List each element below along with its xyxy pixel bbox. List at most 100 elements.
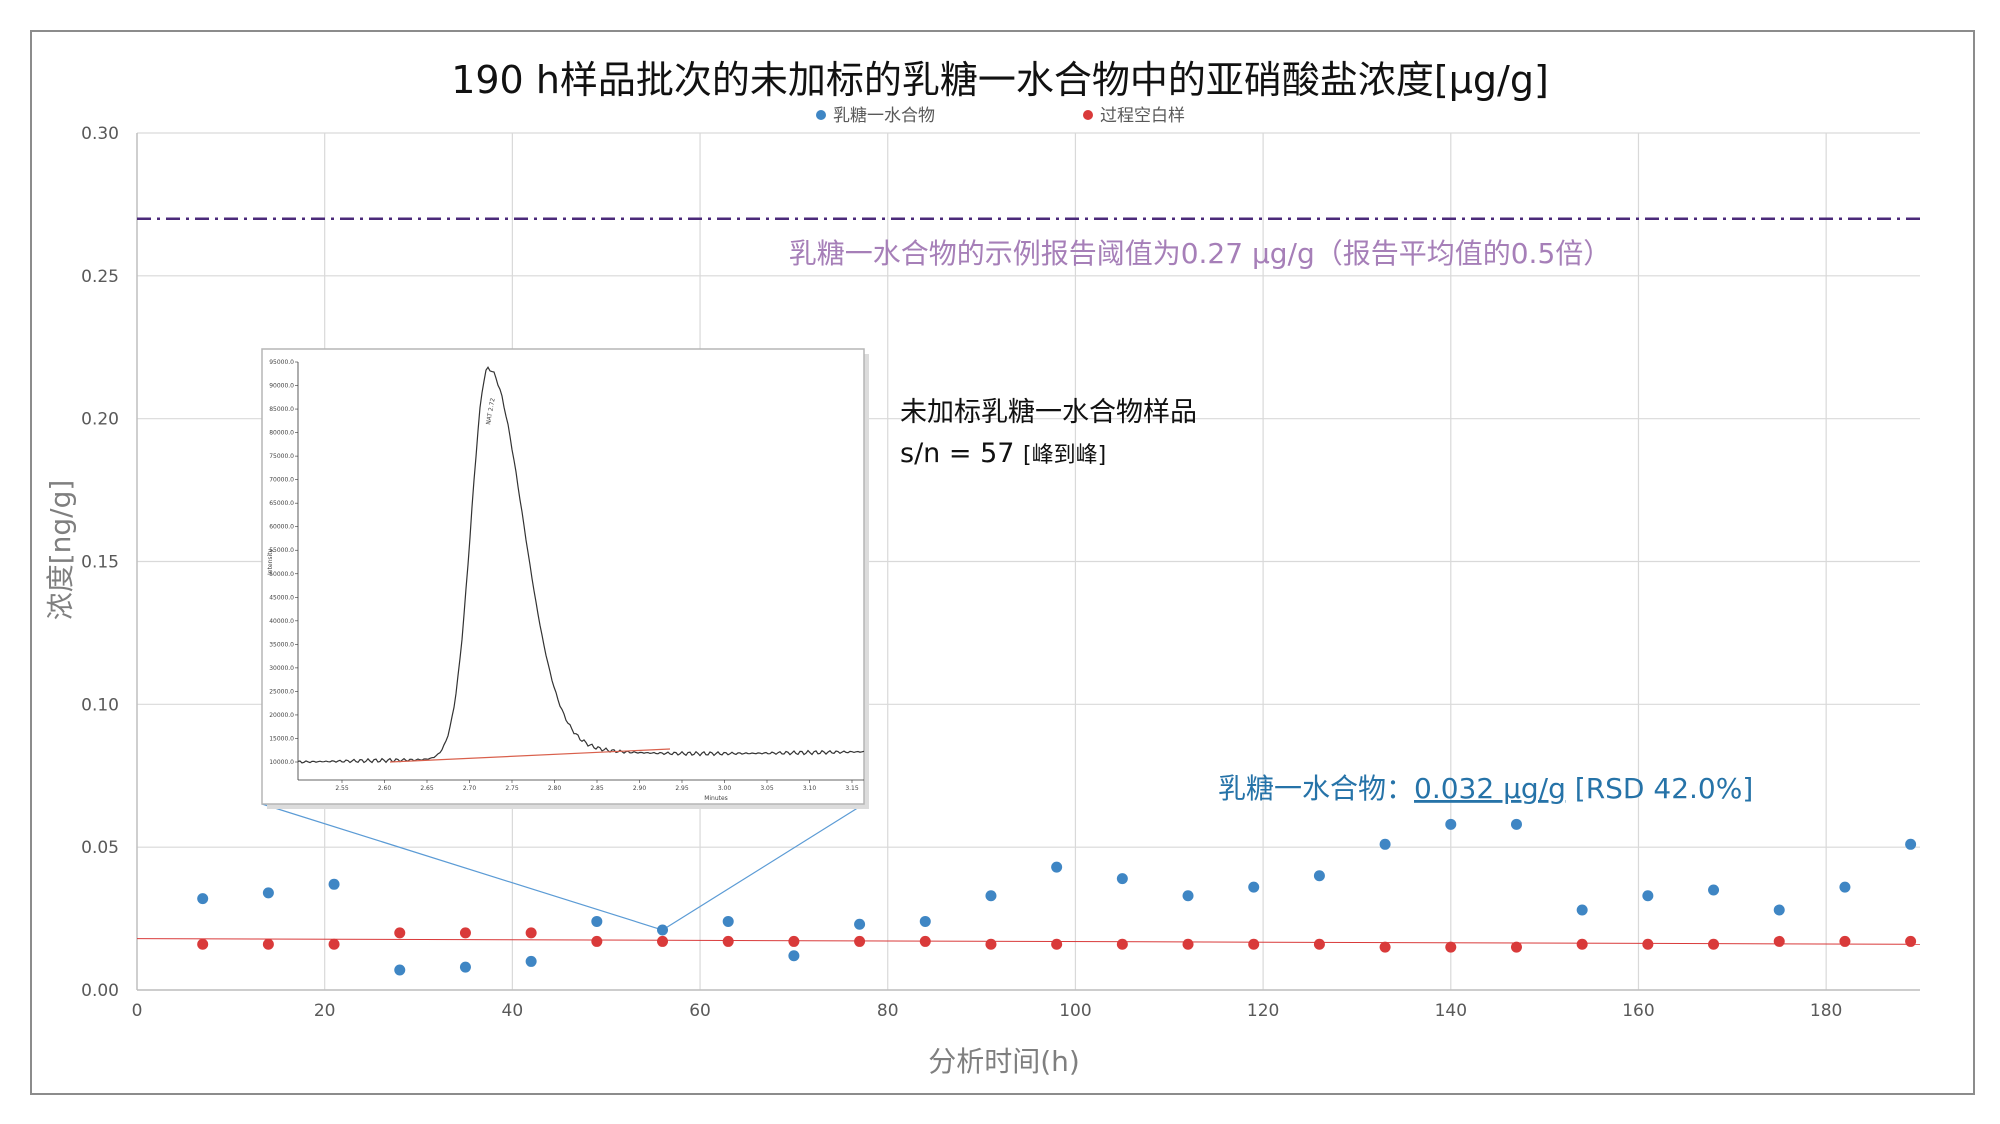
- blank-point: [788, 935, 800, 947]
- callout-line-left: [261, 803, 663, 931]
- chromatogram-inset: 95000.0 90000.0 85000.0 80000.0 75000.0 70000…: [261, 348, 869, 809]
- lactose-point: [394, 964, 406, 976]
- y-tick-label: 0.20: [81, 410, 119, 430]
- inset-y-title: Intensity: [267, 548, 274, 575]
- blank-trendline: [136, 938, 1921, 945]
- inset-note-line2: s/n = 57 [峰到峰]: [900, 438, 1106, 469]
- blank-point: [985, 938, 997, 950]
- lactose-point: [1510, 818, 1522, 830]
- inset-y-tick-label: 75000.0: [269, 453, 294, 460]
- inset-y-tick-label: 90000.0: [269, 383, 294, 390]
- blank-point: [854, 935, 866, 947]
- lactose-point: [1773, 904, 1785, 916]
- y-tick-label: 0.00: [81, 981, 119, 1001]
- blank-point: [1642, 938, 1654, 950]
- blank-point: [1839, 935, 1851, 947]
- inset-y-tick-label: 85000.0: [269, 406, 294, 413]
- x-tick-label: 160: [1622, 1001, 1654, 1021]
- inset-y-tick-label: 15000.0: [269, 735, 294, 742]
- blank-point: [262, 938, 274, 950]
- inset-y-tick-label: 10000.0: [269, 759, 294, 766]
- blank-point: [394, 927, 406, 939]
- inset-y-tick-label: 50000.0: [269, 571, 294, 578]
- lactose-point: [788, 950, 800, 962]
- y-tick-label: 0.05: [81, 838, 119, 858]
- peak-label: NAT 2.72: [485, 397, 497, 425]
- lactose-point: [854, 918, 866, 930]
- y-axis-title: 浓度[ng/g]: [44, 480, 77, 621]
- x-tick-label: 100: [1059, 1001, 1091, 1021]
- inset-y-tick-label: 40000.0: [269, 618, 294, 625]
- callout-line-right: [662, 803, 865, 931]
- callout-lines: [261, 803, 865, 931]
- trend-layer: [136, 938, 1921, 945]
- inset-x-tick-label: 2.75: [505, 785, 519, 792]
- lactose-point: [1905, 838, 1917, 850]
- blank-point: [1445, 941, 1457, 953]
- summary-annotation: 乳糖一水合物：0.032 μg/g [RSD 42.0%]: [1218, 772, 1753, 805]
- x-tick-label: 60: [689, 1001, 711, 1021]
- x-axis-title: 分析时间(h): [928, 1045, 1080, 1078]
- inset-x-tick-label: 2.70: [463, 785, 477, 792]
- inset-y-tick-label: 20000.0: [269, 712, 294, 719]
- blank-point: [919, 935, 931, 947]
- blank-point: [197, 938, 209, 950]
- lactose-point: [1116, 873, 1128, 885]
- blank-point: [1379, 941, 1391, 953]
- x-tick-label: 40: [502, 1001, 524, 1021]
- inset-note-line1: 未加标乳糖一水合物样品: [900, 397, 1197, 428]
- legend: 乳糖一水合物 过程空白样: [816, 106, 1185, 126]
- blank-point: [459, 927, 471, 939]
- inset-y-tick-label: 70000.0: [269, 477, 294, 484]
- inset-y-tick-label: 30000.0: [269, 665, 294, 672]
- lactose-point: [1708, 884, 1720, 896]
- inset-x-tick-label: 2.90: [633, 785, 647, 792]
- inset-panel: [261, 348, 865, 805]
- lactose-point: [1379, 838, 1391, 850]
- inset-x-tick-label: 2.65: [420, 785, 434, 792]
- legend-marker-series-1: [816, 110, 826, 120]
- data-points: [197, 818, 1917, 976]
- inset-y-tick-label: 60000.0: [269, 524, 294, 531]
- blank-point: [1182, 938, 1194, 950]
- x-tick-label: 0: [132, 1001, 143, 1021]
- blank-point: [591, 935, 603, 947]
- inset-y-tick-label: 80000.0: [269, 430, 294, 437]
- y-tick-label: 0.25: [81, 267, 119, 287]
- blank-point: [722, 935, 734, 947]
- lactose-point: [1445, 818, 1457, 830]
- lactose-point: [1313, 870, 1325, 882]
- lactose-point: [328, 878, 340, 890]
- lactose-point: [525, 955, 537, 967]
- inset-x-tick-label: 2.80: [548, 785, 562, 792]
- inset-x-tick-label: 3.05: [760, 785, 774, 792]
- lactose-point: [459, 961, 471, 973]
- lactose-point: [1839, 881, 1851, 893]
- inset-y-tick-label: 45000.0: [269, 594, 294, 601]
- lactose-point: [1248, 881, 1260, 893]
- blank-point: [328, 938, 340, 950]
- inset-x-tick-label: 3.10: [803, 785, 817, 792]
- y-tick-label: 0.15: [81, 553, 119, 573]
- inset-note-sn: s/n = 57: [900, 438, 1023, 469]
- chromatogram-baseline: [389, 748, 671, 763]
- inset-x-tick-label: 2.85: [590, 785, 604, 792]
- legend-marker-series-2: [1083, 110, 1093, 120]
- inset-y-tick-label: 65000.0: [269, 500, 294, 507]
- inset-y-tick-label: 35000.0: [269, 641, 294, 648]
- inset-x-tick-label: 2.60: [378, 785, 392, 792]
- x-tick-label: 180: [1810, 1001, 1842, 1021]
- blank-point: [1313, 938, 1325, 950]
- inset-y-tick-label: 25000.0: [269, 688, 294, 695]
- blank-point: [657, 935, 669, 947]
- y-tick-label: 0.30: [81, 124, 119, 144]
- x-tick-label: 20: [314, 1001, 336, 1021]
- blank-point: [1905, 935, 1917, 947]
- lactose-point: [722, 915, 734, 927]
- inset-x-tick-label: 3.00: [718, 785, 732, 792]
- lactose-point: [197, 893, 209, 905]
- lactose-point: [919, 915, 931, 927]
- lactose-point: [1576, 904, 1588, 916]
- inset-y-tick-label: 95000.0: [269, 359, 294, 366]
- legend-label-series-1: 乳糖一水合物: [833, 106, 935, 126]
